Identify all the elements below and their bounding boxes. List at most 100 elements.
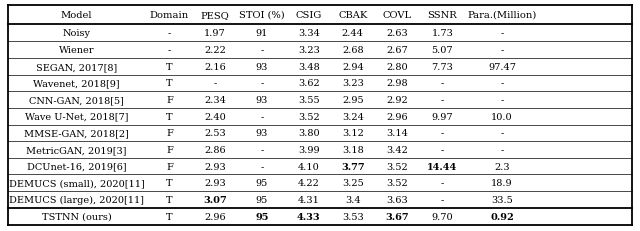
Text: 95: 95	[255, 212, 269, 221]
Text: -: -	[441, 179, 444, 188]
Text: 9.70: 9.70	[431, 212, 453, 221]
Text: 2.34: 2.34	[204, 96, 226, 105]
Text: T: T	[166, 179, 173, 188]
Text: 7.73: 7.73	[431, 63, 453, 72]
Text: 2.80: 2.80	[386, 63, 408, 72]
Text: -: -	[441, 79, 444, 88]
Text: Wave U-Net, 2018[7]: Wave U-Net, 2018[7]	[25, 112, 128, 121]
Text: F: F	[166, 145, 173, 154]
Text: 2.92: 2.92	[386, 96, 408, 105]
Text: 3.55: 3.55	[298, 96, 319, 105]
Text: 4.10: 4.10	[298, 162, 319, 171]
Text: -: -	[213, 79, 217, 88]
Text: 3.67: 3.67	[385, 212, 409, 221]
Text: Domain: Domain	[150, 11, 189, 20]
Text: SSNR: SSNR	[428, 11, 458, 20]
Text: T: T	[166, 63, 173, 72]
Text: 3.52: 3.52	[298, 112, 319, 121]
Text: -: -	[168, 29, 171, 38]
Text: 3.24: 3.24	[342, 112, 364, 121]
Text: 2.40: 2.40	[204, 112, 226, 121]
Text: -: -	[500, 79, 504, 88]
Text: 3.77: 3.77	[341, 162, 365, 171]
Text: COVL: COVL	[382, 11, 412, 20]
Text: -: -	[500, 46, 504, 55]
Text: -: -	[260, 79, 264, 88]
Text: MMSE-GAN, 2018[2]: MMSE-GAN, 2018[2]	[24, 129, 129, 138]
Text: F: F	[166, 96, 173, 105]
Text: 2.93: 2.93	[204, 179, 226, 188]
Text: 2.44: 2.44	[342, 29, 364, 38]
Text: -: -	[168, 46, 171, 55]
Text: 3.42: 3.42	[386, 145, 408, 154]
Text: Para.(Million): Para.(Million)	[467, 11, 537, 20]
Text: 1.97: 1.97	[204, 29, 226, 38]
Text: 3.80: 3.80	[298, 129, 319, 138]
Text: DCUnet-16, 2019[6]: DCUnet-16, 2019[6]	[27, 162, 126, 171]
Text: DEMUCS (large), 2020[11]: DEMUCS (large), 2020[11]	[9, 195, 144, 204]
Text: 2.22: 2.22	[204, 46, 226, 55]
Text: 1.73: 1.73	[431, 29, 453, 38]
Text: PESQ: PESQ	[201, 11, 229, 20]
Text: STOI (%): STOI (%)	[239, 11, 285, 20]
Text: 10.0: 10.0	[492, 112, 513, 121]
Text: 3.14: 3.14	[386, 129, 408, 138]
Text: T: T	[166, 79, 173, 88]
Text: 2.3: 2.3	[494, 162, 510, 171]
Text: 33.5: 33.5	[492, 195, 513, 204]
Text: 4.22: 4.22	[298, 179, 320, 188]
Text: 2.16: 2.16	[204, 63, 226, 72]
Text: 91: 91	[256, 29, 268, 38]
Text: F: F	[166, 129, 173, 138]
Text: CBAK: CBAK	[338, 11, 367, 20]
Text: TSTNN (ours): TSTNN (ours)	[42, 212, 111, 221]
Text: 3.4: 3.4	[345, 195, 360, 204]
Text: 3.62: 3.62	[298, 79, 319, 88]
Text: 93: 93	[256, 96, 268, 105]
Text: 95: 95	[256, 195, 268, 204]
Text: 3.52: 3.52	[386, 179, 408, 188]
Text: 2.63: 2.63	[386, 29, 408, 38]
Text: 3.23: 3.23	[298, 46, 320, 55]
Text: -: -	[260, 46, 264, 55]
Text: 2.98: 2.98	[386, 79, 408, 88]
Text: 3.99: 3.99	[298, 145, 319, 154]
Text: 3.34: 3.34	[298, 29, 320, 38]
Text: 2.96: 2.96	[386, 112, 408, 121]
Text: T: T	[166, 212, 173, 221]
Text: 3.23: 3.23	[342, 79, 364, 88]
Text: 3.48: 3.48	[298, 63, 319, 72]
Text: T: T	[166, 112, 173, 121]
Text: 2.53: 2.53	[204, 129, 226, 138]
Text: 3.53: 3.53	[342, 212, 364, 221]
Text: 4.33: 4.33	[297, 212, 321, 221]
Text: 2.95: 2.95	[342, 96, 364, 105]
Text: 2.67: 2.67	[386, 46, 408, 55]
Text: 97.47: 97.47	[488, 63, 516, 72]
Text: -: -	[441, 195, 444, 204]
Text: 4.31: 4.31	[298, 195, 320, 204]
Text: T: T	[166, 195, 173, 204]
Text: 2.96: 2.96	[204, 212, 226, 221]
Text: 5.07: 5.07	[431, 46, 453, 55]
Text: 3.07: 3.07	[203, 195, 227, 204]
Text: 2.68: 2.68	[342, 46, 364, 55]
Text: MetricGAN, 2019[3]: MetricGAN, 2019[3]	[26, 145, 127, 154]
Text: 3.52: 3.52	[386, 162, 408, 171]
Text: -: -	[500, 129, 504, 138]
Text: 93: 93	[256, 63, 268, 72]
Text: SEGAN, 2017[8]: SEGAN, 2017[8]	[36, 63, 117, 72]
Text: -: -	[260, 112, 264, 121]
Text: 2.86: 2.86	[204, 145, 226, 154]
Text: 93: 93	[256, 129, 268, 138]
Text: -: -	[441, 129, 444, 138]
Text: Wavenet, 2018[9]: Wavenet, 2018[9]	[33, 79, 120, 88]
Text: 2.93: 2.93	[204, 162, 226, 171]
Text: -: -	[260, 145, 264, 154]
Text: 3.18: 3.18	[342, 145, 364, 154]
Text: 2.94: 2.94	[342, 63, 364, 72]
Text: 0.92: 0.92	[490, 212, 514, 221]
Text: 18.9: 18.9	[492, 179, 513, 188]
Text: Model: Model	[61, 11, 92, 20]
Text: -: -	[260, 162, 264, 171]
